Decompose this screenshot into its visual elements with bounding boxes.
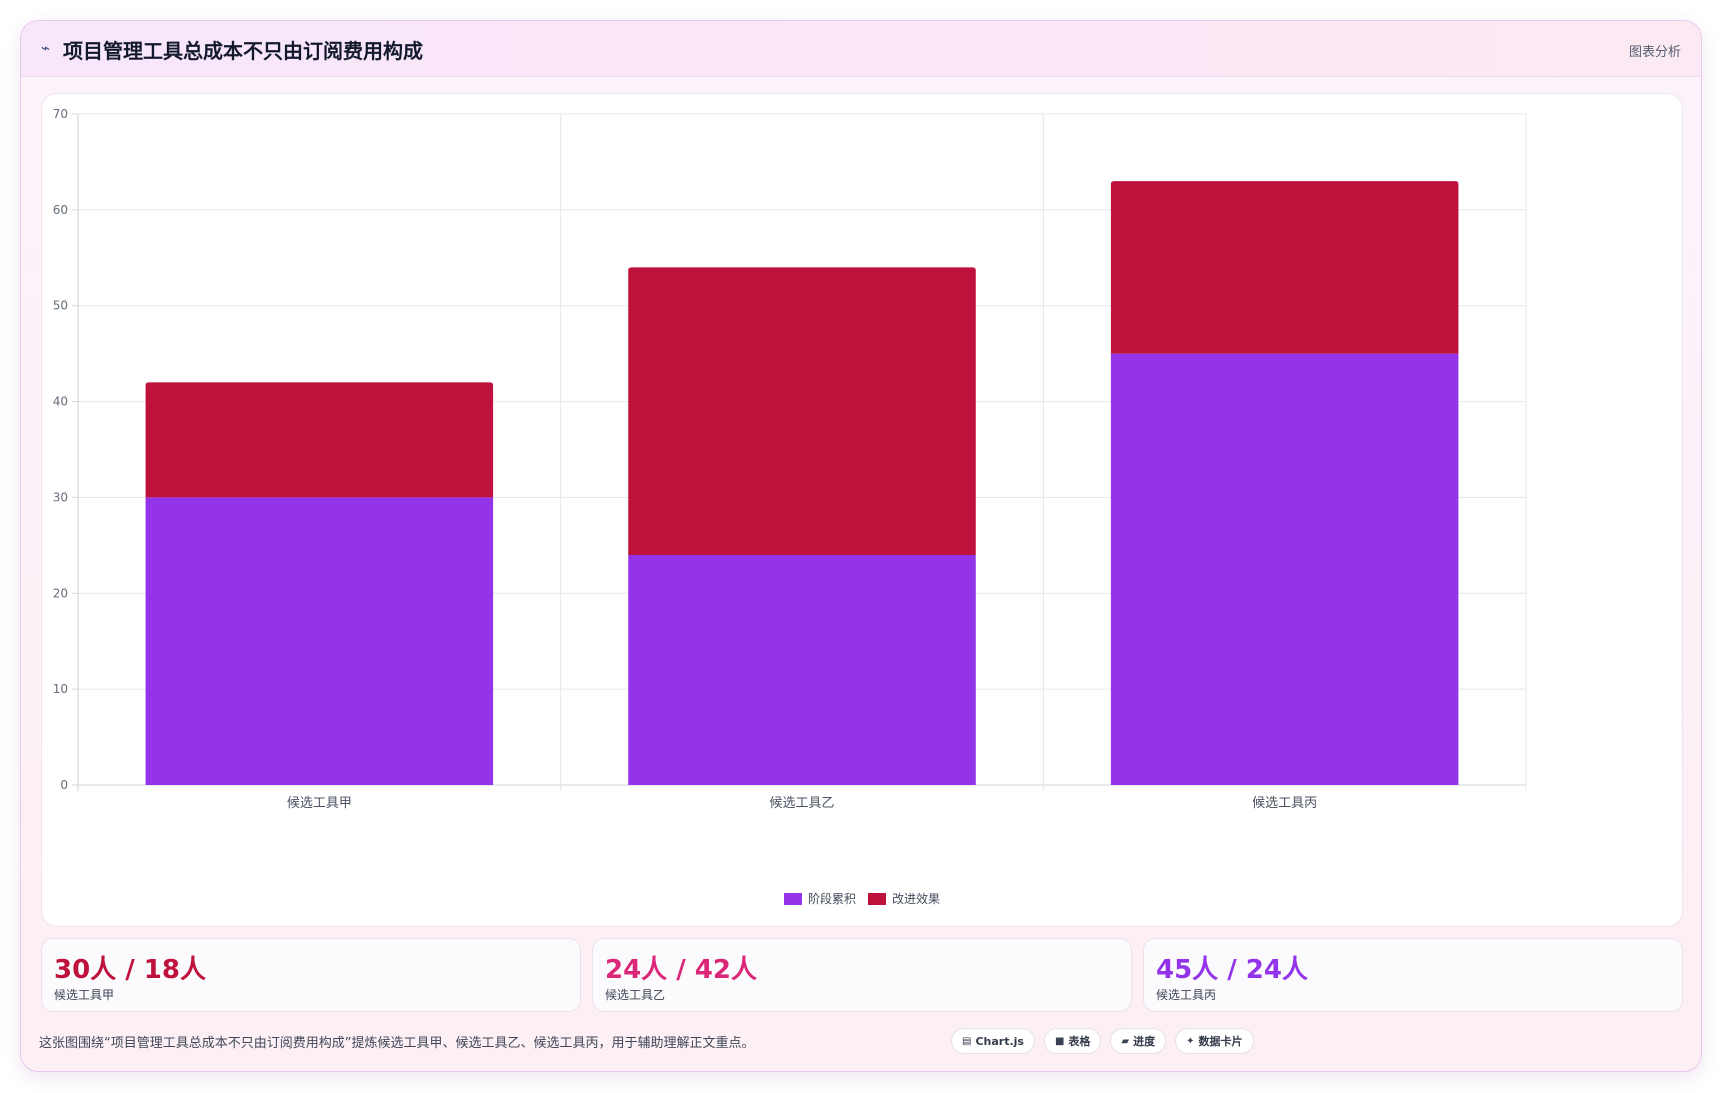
tag-data-cards[interactable]: ✦ 数据卡片 [1175,1028,1254,1054]
stat-card-1: 24人 / 42人 候选工具乙 [592,938,1132,1012]
x-tick-label: 候选工具乙 [769,796,834,811]
tag-table[interactable]: ■ 表格 [1043,1028,1102,1054]
y-tick-label: 30 [53,490,68,504]
tag-label: 表格 [1068,1035,1091,1048]
tag-label: 进度 [1133,1035,1156,1048]
bar-segment [145,497,494,785]
bar-segment [628,267,976,555]
bar-segment [1110,353,1459,785]
sparkle-icon: ✦ [1186,1035,1195,1047]
tag-label: Chart.js [975,1034,1024,1048]
chart-analysis-link[interactable]: 图表分析 [1628,45,1681,60]
bar-segment [628,554,976,785]
y-tick-label: 70 [53,107,68,121]
progress-icon: ▰ [1121,1035,1130,1047]
legend-swatch [868,892,886,905]
chart-line-icon: ⌁ [41,39,51,57]
legend-item[interactable]: 阶段累积 [783,890,856,907]
chart-legend: 阶段累积 改进效果 [42,890,1682,907]
chart-description: 这张图围绕“项目管理工具总成本不只由订阅费用构成”提炼候选工具甲、候选工具乙、候… [39,1036,755,1051]
legend-label: 阶段累积 [807,892,856,906]
chart-panel: 0 10 20 30 40 50 60 70 候选工具甲 候选工具乙 候选工具丙 阶段累积 改进效果 [41,93,1683,927]
legend-swatch [783,892,802,905]
stat-value: 45人 / 24人 [1156,955,1308,985]
y-tick-label: 0 [60,778,68,792]
y-tick-label: 40 [53,395,68,409]
stat-value: 30人 / 18人 [54,955,206,985]
legend-item[interactable]: 改进效果 [868,890,940,907]
y-tick-label: 10 [53,682,68,696]
table-icon: ■ [1054,1035,1065,1047]
stats-row: 30人 / 18人 候选工具甲 24人 / 42人 候选工具乙 45人 / 24… [41,938,1683,1012]
y-tick-label: 50 [53,299,68,313]
stat-value: 24人 / 42人 [605,955,757,985]
stat-label: 候选工具甲 [54,988,115,1002]
y-tick-label: 20 [53,586,68,600]
bar-segment [1110,181,1459,354]
y-tick-label: 60 [53,203,68,217]
x-tick-label: 候选工具丙 [1252,796,1317,811]
chart-icon: ▤ [962,1035,972,1047]
stacked-bar-chart: 0 10 20 30 40 50 60 70 候选工具甲 候选工具乙 候选工具丙 [53,107,1527,811]
page-title: 项目管理工具总成本不只由订阅费用构成 [63,39,423,63]
stat-card-2: 45人 / 24人 候选工具丙 [1143,938,1683,1012]
card-header: ⌁ 项目管理工具总成本不只由订阅费用构成 图表分析 [21,21,1701,77]
stat-label: 候选工具乙 [605,988,666,1002]
legend-label: 改进效果 [892,892,941,906]
x-tick-label: 候选工具甲 [287,796,352,811]
tag-label: 数据卡片 [1198,1035,1243,1048]
tag-list: ▤ Chart.js ■ 表格 ▰ 进度 ✦ 数据卡片 [951,1028,1254,1054]
stat-label: 候选工具丙 [1156,988,1217,1002]
stat-card-0: 30人 / 18人 候选工具甲 [41,938,581,1012]
chart-card: ⌁ 项目管理工具总成本不只由订阅费用构成 图表分析 0 10 20 30 40 50 60 7… [20,20,1702,1072]
tag-progress[interactable]: ▰ 进度 [1110,1028,1167,1054]
bar-segment [145,382,494,498]
tag-chartjs[interactable]: ▤ Chart.js [951,1028,1035,1054]
